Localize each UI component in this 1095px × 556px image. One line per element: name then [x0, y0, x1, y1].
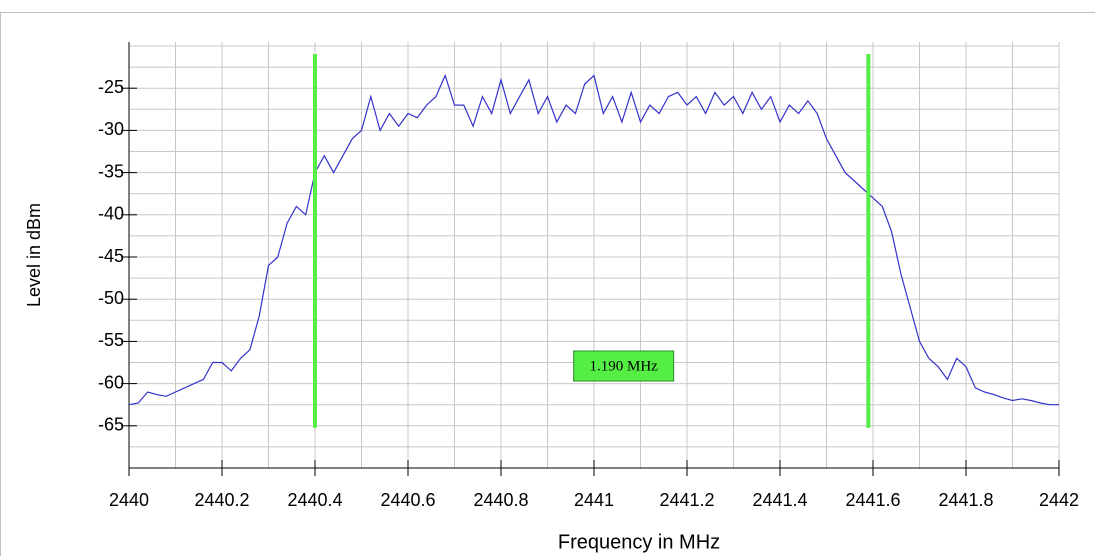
x-tick-label: 2440.2: [194, 490, 249, 510]
y-tick-label: -65: [98, 415, 124, 435]
x-tick-label: 2440.4: [287, 490, 342, 510]
annotation-box: [573, 350, 675, 382]
x-axis-label: Frequency in MHz: [558, 531, 720, 553]
y-tick-label: -55: [98, 330, 124, 350]
y-tick-label: -25: [98, 77, 124, 97]
spectrum-line: [128, 73, 1059, 406]
y-tick-label: -50: [98, 288, 124, 308]
x-tick-label: 2441: [574, 490, 614, 510]
x-tick-label: 2441.6: [845, 490, 900, 510]
x-tick-label: 2440.8: [473, 490, 528, 510]
x-tick-label: 2441.8: [938, 490, 993, 510]
x-tick-label: 2441.2: [659, 490, 714, 510]
x-tick-label: 2440.6: [380, 490, 435, 510]
annotation: 1.190 MHz: [590, 358, 659, 374]
y-tick-label: -45: [98, 246, 124, 266]
x-tick-label: 2441.4: [752, 490, 807, 510]
y-axis-label: Level in dBm: [24, 203, 44, 307]
y-tick-label: -35: [98, 161, 124, 181]
y-tick-label: -30: [98, 119, 124, 139]
frame: [0, 12, 1095, 556]
x-tick-label: 2440: [109, 490, 149, 510]
y-tick-label: -60: [98, 372, 124, 392]
y-tick-label: -40: [98, 204, 124, 224]
x-tick-label: 2442: [1039, 490, 1079, 510]
